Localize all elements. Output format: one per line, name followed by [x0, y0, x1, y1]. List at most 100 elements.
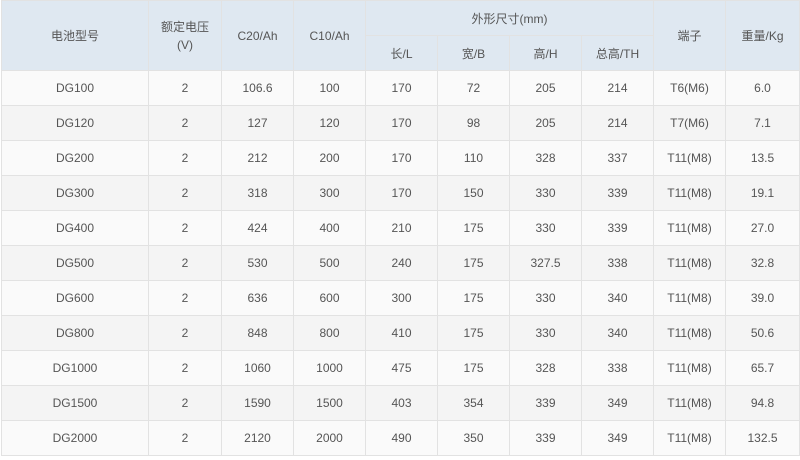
table-cell: 1590 — [221, 385, 294, 421]
table-cell: 170 — [365, 175, 438, 211]
table-cell: 39.0 — [725, 280, 800, 316]
table-cell: 120 — [293, 105, 366, 141]
table-cell: DG500 — [1, 245, 149, 281]
table-cell: 300 — [293, 175, 366, 211]
table-cell: 400 — [293, 210, 366, 246]
header-cell: C10/Ah — [293, 0, 366, 71]
table-cell: T11(M8) — [653, 420, 726, 456]
table-cell: 328 — [509, 140, 582, 176]
table-cell: 132.5 — [725, 420, 800, 456]
header-cell: 宽/B — [437, 35, 510, 71]
table-cell: DG600 — [1, 280, 149, 316]
header-row: 长/L 宽/B 高/H 总高/TH — [2, 35, 800, 71]
table-cell: 339 — [509, 420, 582, 456]
table-cell: 2 — [148, 210, 222, 246]
table-cell: 1060 — [221, 350, 294, 386]
table-cell: 175 — [437, 245, 510, 281]
table-cell: 354 — [437, 385, 510, 421]
table-cell: DG1000 — [1, 350, 149, 386]
header-text: 额定电压 — [160, 19, 209, 34]
table-cell: 72 — [437, 70, 510, 106]
table-row: DG120 2 127 120 170 98 205 214 T7(M6) 7.1 — [1, 105, 800, 141]
table-cell: 350 — [437, 420, 510, 456]
table-body: DG100 2 106.6 100 170 72 205 214 T6(M6) 6.0 DG120 2… — [1, 70, 800, 456]
table-header: 电池型号 额定电压 (V) C20/Ah C10/Ah 外形尺寸(mm) 端子 重… — [1, 0, 800, 71]
table-cell: 2 — [148, 175, 222, 211]
table-cell: 330 — [509, 175, 582, 211]
table-cell: DG200 — [1, 140, 149, 176]
table-cell: 1500 — [293, 385, 366, 421]
table-cell: 848 — [221, 315, 294, 351]
table-cell: 338 — [581, 245, 654, 281]
table-cell: T11(M8) — [653, 245, 726, 281]
table-cell: 339 — [509, 385, 582, 421]
table-cell: 170 — [365, 70, 438, 106]
table-cell: 328 — [509, 350, 582, 386]
table-cell: 490 — [365, 420, 438, 456]
table-cell: 212 — [221, 140, 294, 176]
header-row: 电池型号 额定电压 (V) C20/Ah C10/Ah 外形尺寸(mm) 端子 重… — [1, 0, 800, 71]
table-cell: T11(M8) — [653, 140, 726, 176]
table-cell: 500 — [293, 245, 366, 281]
table-cell: 170 — [365, 140, 438, 176]
table-cell: 600 — [293, 280, 366, 316]
table-cell: 2 — [148, 245, 222, 281]
table-cell: 2 — [148, 315, 222, 351]
table-row: DG1500 2 1590 1500 403 354 339 349 T11(M8) 94.8 — [1, 385, 800, 421]
table-cell: DG120 — [1, 105, 149, 141]
header-cell: C20/Ah — [221, 0, 294, 71]
table-cell: 175 — [437, 350, 510, 386]
table-cell: 318 — [221, 175, 294, 211]
table-cell: 2120 — [221, 420, 294, 456]
table-cell: 338 — [581, 350, 654, 386]
header-cell: 重量/Kg — [725, 0, 800, 71]
table-cell: 127 — [221, 105, 294, 141]
table-cell: 349 — [581, 385, 654, 421]
table-cell: 340 — [581, 280, 654, 316]
table-cell: 339 — [581, 210, 654, 246]
table-cell: 1000 — [293, 350, 366, 386]
table-cell: 170 — [365, 105, 438, 141]
table-cell: DG300 — [1, 175, 149, 211]
header-cell: 额定电压 (V) — [148, 0, 222, 71]
header-cell: 电池型号 — [1, 0, 149, 71]
table-cell: 98 — [437, 105, 510, 141]
table-cell: 32.8 — [725, 245, 800, 281]
table-cell: DG800 — [1, 315, 149, 351]
table-cell: 2 — [148, 105, 222, 141]
table-cell: 530 — [221, 245, 294, 281]
table-cell: DG2000 — [1, 420, 149, 456]
table-cell: 330 — [509, 315, 582, 351]
table-cell: DG400 — [1, 210, 149, 246]
table-row: DG1000 2 1060 1000 475 175 328 338 T11(M8) 65.7 — [1, 350, 800, 386]
table-cell: 150 — [437, 175, 510, 211]
table-row: DG200 2 212 200 170 110 328 337 T11(M8) 13.5 — [1, 140, 800, 176]
header-cell: 高/H — [509, 35, 582, 71]
table-cell: 475 — [365, 350, 438, 386]
table-cell: T11(M8) — [653, 210, 726, 246]
table-cell: T11(M8) — [653, 280, 726, 316]
header-cell: 长/L — [365, 35, 438, 71]
table-cell: 175 — [437, 210, 510, 246]
table-cell: 349 — [581, 420, 654, 456]
table-cell: 27.0 — [725, 210, 800, 246]
table-cell: 800 — [293, 315, 366, 351]
table-cell: 100 — [293, 70, 366, 106]
table-cell: 106.6 — [221, 70, 294, 106]
header-cell: 外形尺寸(mm) — [365, 0, 654, 36]
table-row: DG400 2 424 400 210 175 330 339 T11(M8) 27.0 — [1, 210, 800, 246]
table-cell: DG1500 — [1, 385, 149, 421]
table-cell: T11(M8) — [653, 350, 726, 386]
table-cell: 339 — [581, 175, 654, 211]
table-cell: 94.8 — [725, 385, 800, 421]
table-cell: 2000 — [293, 420, 366, 456]
table-cell: 50.6 — [725, 315, 800, 351]
table-cell: DG100 — [1, 70, 149, 106]
table-cell: 205 — [509, 105, 582, 141]
table-cell: T11(M8) — [653, 315, 726, 351]
table-cell: T7(M6) — [653, 105, 726, 141]
table-cell: 6.0 — [725, 70, 800, 106]
table-cell: T6(M6) — [653, 70, 726, 106]
table-cell: 13.5 — [725, 140, 800, 176]
